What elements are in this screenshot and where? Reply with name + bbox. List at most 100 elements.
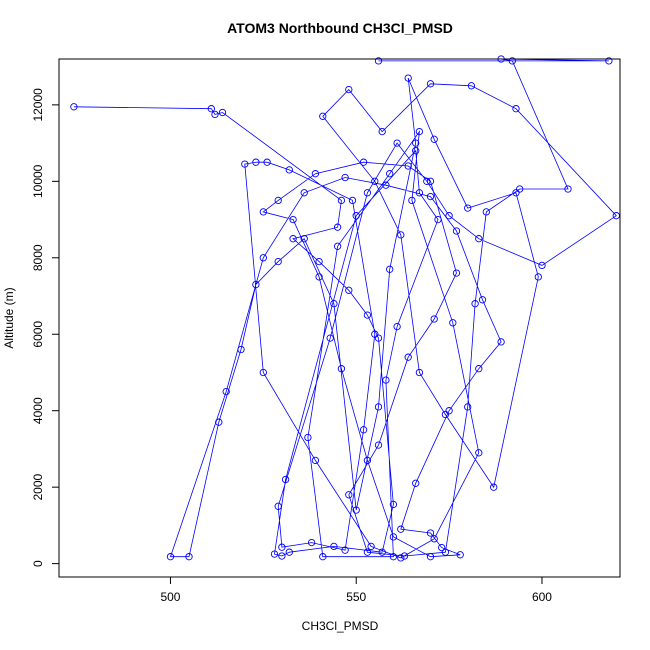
x-axis-label: CH3Cl_PMSD <box>302 619 379 633</box>
data-point <box>512 105 520 113</box>
data-point <box>311 456 320 465</box>
data-point <box>426 177 435 185</box>
data-point <box>389 500 398 509</box>
data-point <box>412 139 420 147</box>
data-point <box>285 166 293 174</box>
data-point <box>345 85 353 94</box>
y-tick-label: 2000 <box>31 473 45 500</box>
data-point <box>237 345 245 354</box>
data-point <box>218 108 227 117</box>
points-layer <box>70 55 620 562</box>
data-point <box>426 192 435 201</box>
data-point <box>367 542 375 551</box>
data-point <box>333 242 342 250</box>
data-point <box>449 319 457 327</box>
data-point <box>337 196 346 205</box>
data-point <box>315 257 323 266</box>
data-point <box>211 110 219 119</box>
data-point <box>359 426 368 434</box>
data-point <box>278 552 286 560</box>
data-point <box>382 376 390 384</box>
data-point <box>300 235 308 243</box>
data-point <box>404 162 412 170</box>
data-point <box>415 368 424 377</box>
data-point <box>319 112 327 120</box>
data-point <box>289 215 297 224</box>
data-point <box>426 80 435 88</box>
data-point <box>259 368 267 377</box>
data-point <box>464 403 472 411</box>
data-point <box>215 418 223 426</box>
data-point <box>389 533 398 541</box>
data-point <box>397 525 405 533</box>
y-tick-label: 12000 <box>31 88 45 122</box>
data-point <box>389 553 398 561</box>
data-point <box>412 147 420 155</box>
data-point <box>534 273 542 281</box>
data-point <box>423 177 431 185</box>
chart-title: ATOM3 Northbound CH3Cl_PMSD <box>227 20 453 36</box>
data-point <box>166 553 175 561</box>
data-point <box>371 330 379 338</box>
data-point <box>475 449 483 457</box>
data-point <box>374 441 383 449</box>
data-point <box>70 103 78 111</box>
data-point <box>371 177 379 185</box>
data-point <box>434 215 442 224</box>
data-point <box>285 548 293 556</box>
y-tick-label: 0 <box>31 560 45 567</box>
x-tick-label: 500 <box>160 590 180 604</box>
data-point <box>274 502 282 510</box>
data-point <box>538 261 546 270</box>
data-point <box>341 173 349 182</box>
series-line <box>73 58 617 559</box>
data-point <box>304 433 312 442</box>
data-point <box>270 550 279 558</box>
data-point <box>441 410 450 419</box>
data-point <box>445 407 453 415</box>
data-point <box>508 57 516 65</box>
y-tick-label: 8000 <box>31 244 45 271</box>
data-point <box>274 257 282 266</box>
data-point <box>378 127 386 136</box>
data-point <box>497 338 505 346</box>
data-point <box>315 273 323 281</box>
data-point <box>259 254 267 262</box>
data-point <box>363 189 372 197</box>
y-tick-label: 6000 <box>31 321 45 348</box>
data-point <box>482 208 490 216</box>
data-point <box>337 365 346 373</box>
data-point <box>605 57 613 65</box>
data-point <box>341 546 349 554</box>
data-point <box>300 189 308 197</box>
data-point <box>426 553 435 561</box>
data-point <box>452 227 461 235</box>
data-point <box>467 82 476 90</box>
data-point <box>516 185 524 193</box>
data-point <box>415 127 424 136</box>
data-point <box>441 548 450 556</box>
y-axis-label: Altitude (m) <box>2 287 16 348</box>
data-point <box>397 554 405 562</box>
data-point <box>512 189 520 197</box>
data-point <box>415 189 424 197</box>
data-point <box>363 456 372 465</box>
data-point <box>363 311 372 319</box>
data-point <box>426 529 435 537</box>
data-point <box>412 479 420 487</box>
series-layer <box>73 58 617 559</box>
data-point <box>456 551 464 559</box>
data-point <box>445 212 453 220</box>
data-point <box>478 296 487 304</box>
x-axis: 500 550 600 <box>160 576 552 604</box>
data-point <box>352 506 360 514</box>
data-point <box>374 334 383 342</box>
data-point <box>278 543 286 551</box>
data-point <box>241 160 249 168</box>
data-point <box>430 535 438 543</box>
data-point <box>330 542 338 551</box>
data-point <box>400 552 409 560</box>
data-point <box>438 543 446 552</box>
data-point <box>404 353 412 361</box>
